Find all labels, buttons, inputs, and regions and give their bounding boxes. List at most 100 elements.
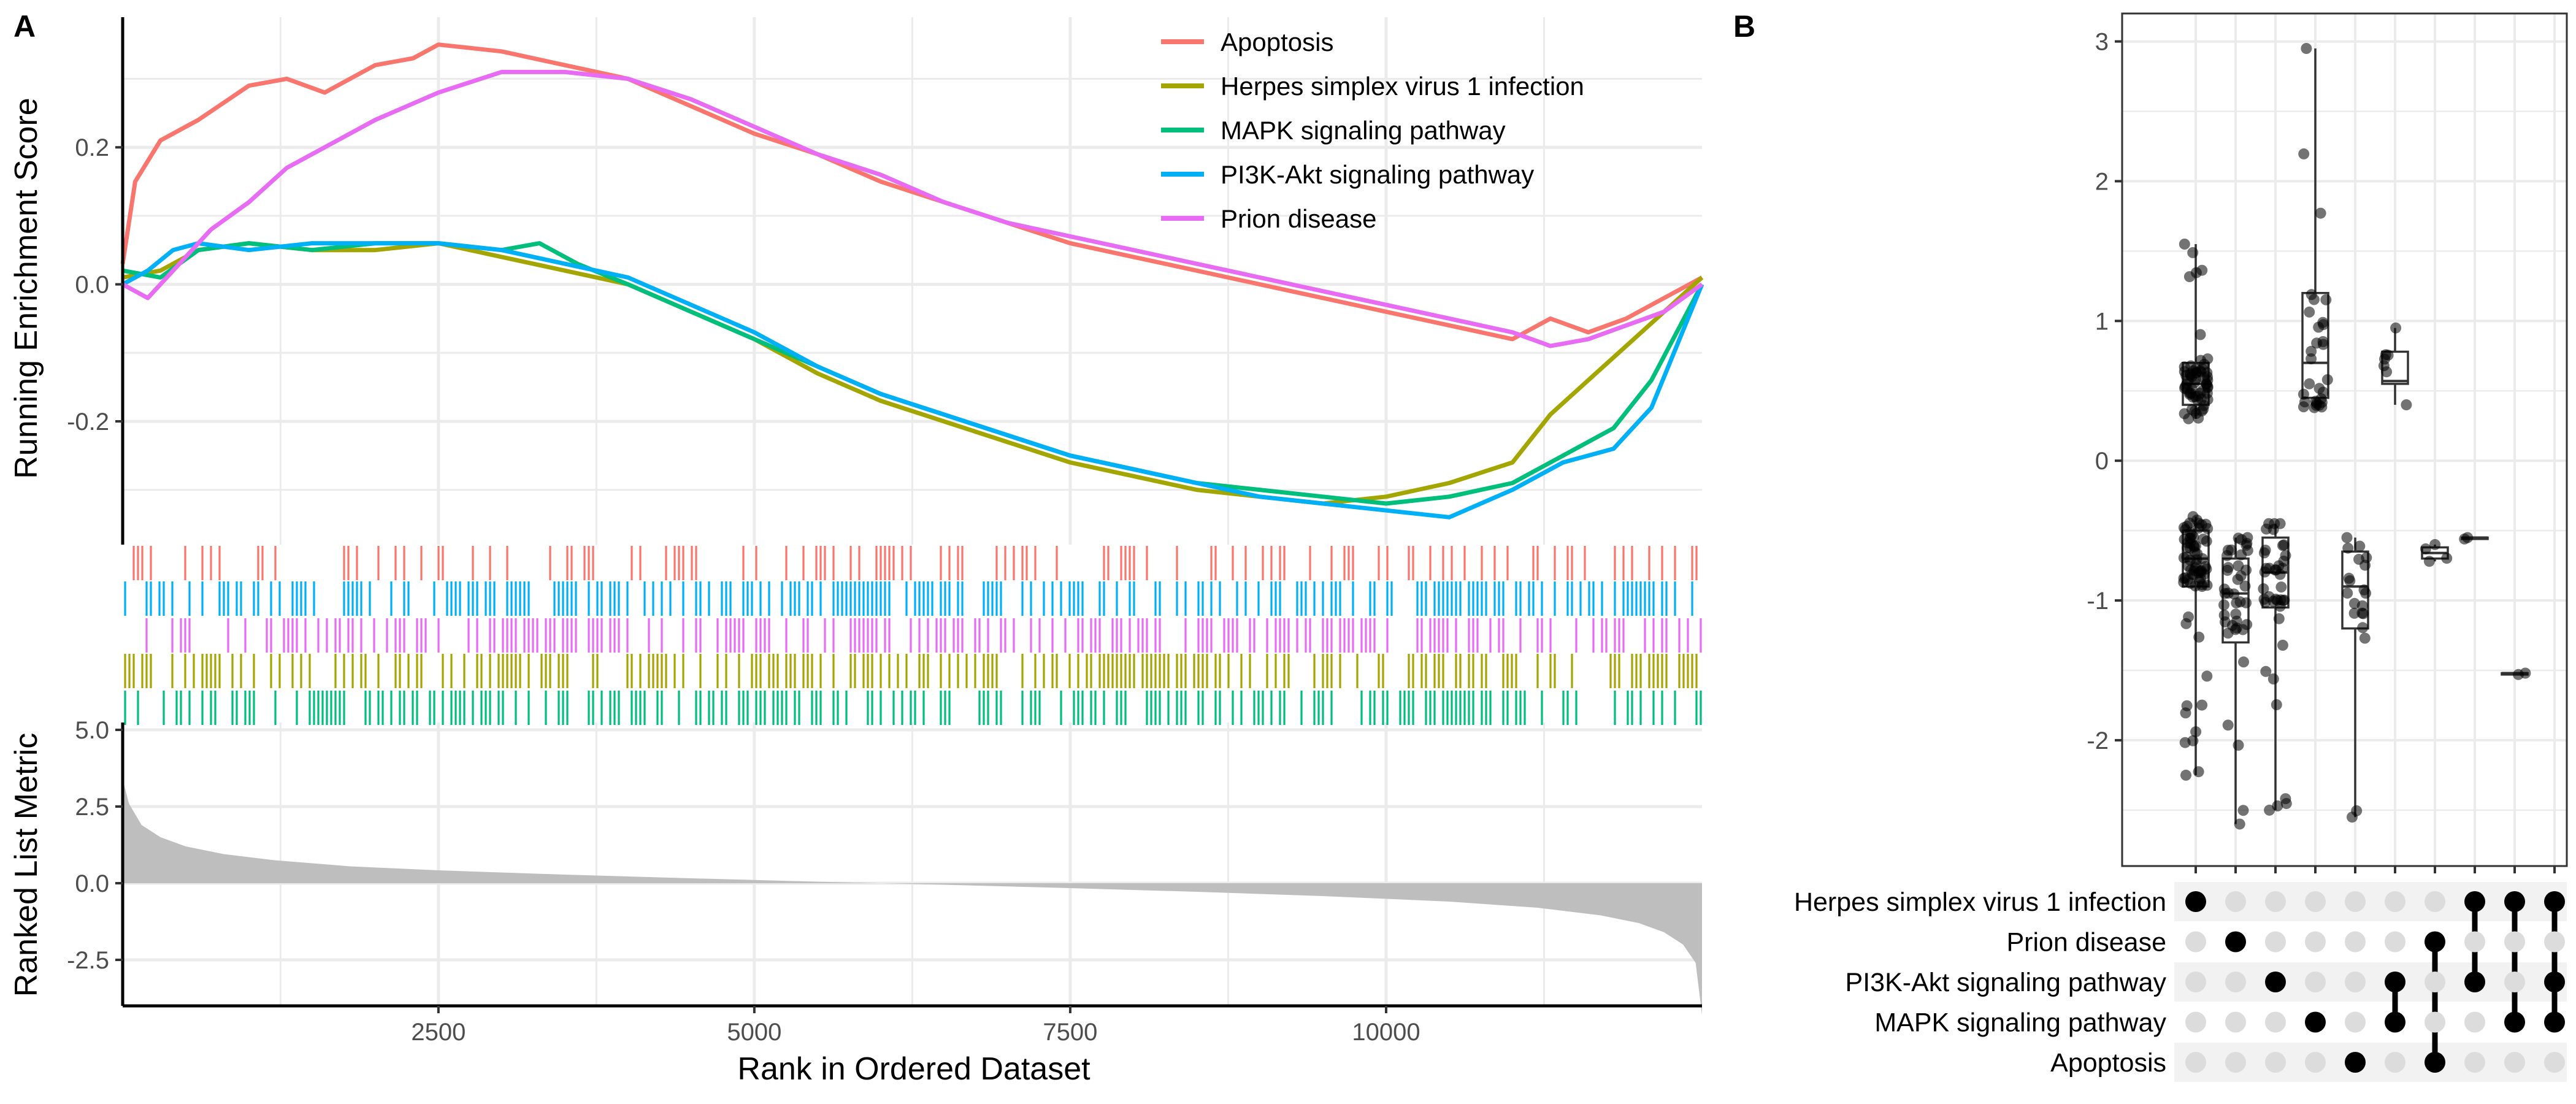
metric-y-tick-label: 0.0 xyxy=(75,870,109,897)
jitter-point xyxy=(2195,329,2206,340)
matrix-dot-inactive xyxy=(2464,1052,2485,1073)
jitter-point xyxy=(2193,766,2204,778)
jitter-point xyxy=(2429,539,2441,550)
matrix-dot-inactive xyxy=(2504,1052,2525,1073)
jitter-point xyxy=(2201,580,2213,591)
jitter-point xyxy=(2180,524,2191,535)
es-y-tick-label: -0.2 xyxy=(67,408,109,435)
jitter-point xyxy=(2298,148,2310,159)
jitter-point xyxy=(2193,412,2204,424)
matrix-row-label: MAPK signaling pathway xyxy=(1874,1008,2166,1038)
matrix-dot-inactive xyxy=(2185,972,2206,992)
jitter-point xyxy=(2222,545,2234,556)
boxplot xyxy=(2179,239,2214,424)
jitter-point xyxy=(2218,599,2229,611)
metric-area-fill xyxy=(123,779,1702,1015)
jitter-point xyxy=(2317,386,2329,398)
jitter-point xyxy=(2222,719,2234,731)
matrix-dot-inactive xyxy=(2305,972,2326,992)
jitter-point xyxy=(2241,619,2253,631)
b-y-tick-label: 1 xyxy=(2095,308,2109,335)
rug-row xyxy=(124,581,1693,616)
jitter-point xyxy=(2231,597,2242,609)
jitter-point xyxy=(2277,595,2289,607)
matrix-row-label: Prion disease xyxy=(2006,928,2166,957)
matrix-dot-active xyxy=(2345,1052,2366,1073)
jitter-point xyxy=(2280,798,2292,810)
matrix-dot-inactive xyxy=(2265,891,2286,912)
jitter-point xyxy=(2357,622,2369,634)
jitter-point xyxy=(2241,597,2252,608)
jitter-point xyxy=(2441,553,2453,564)
jitter-point xyxy=(2317,339,2329,350)
es-y-tick-label: 0.2 xyxy=(75,134,109,161)
boxplot xyxy=(2178,511,2214,781)
jitter-point xyxy=(2342,542,2354,554)
x-tick-label: 10000 xyxy=(1352,1019,1420,1046)
matrix-dot-inactive xyxy=(2504,931,2525,953)
legend-label: Apoptosis xyxy=(1221,28,1333,56)
jitter-point xyxy=(2190,374,2202,385)
jitter-point xyxy=(2277,562,2288,574)
rug-ticks xyxy=(132,546,1698,580)
jitter-point xyxy=(2179,239,2190,250)
metric-y-tick-label: 5.0 xyxy=(75,717,109,744)
matrix-dot-active xyxy=(2265,972,2286,992)
jitter-point xyxy=(2361,552,2372,564)
jitter-point xyxy=(2198,534,2209,545)
matrix-dot-inactive xyxy=(2544,1052,2565,1073)
matrix-dot-inactive xyxy=(2345,891,2366,912)
jitter-point xyxy=(2186,404,2198,415)
jitter-point xyxy=(2190,726,2202,738)
jitter-point xyxy=(2220,616,2231,627)
matrix-dot-inactive xyxy=(2345,931,2366,953)
es-series-lines xyxy=(120,42,1704,519)
jitter-point xyxy=(2321,374,2333,386)
boxplot xyxy=(2341,532,2372,823)
metric-y-tick-label: -2.5 xyxy=(67,947,109,974)
jitter-point xyxy=(2180,769,2191,781)
jitter-point xyxy=(2401,399,2412,410)
matrix-dot-inactive xyxy=(2305,891,2326,912)
jitter-point xyxy=(2190,267,2202,278)
b-y-tick-label: 2 xyxy=(2095,168,2109,195)
rug-row xyxy=(145,618,1702,653)
jitter-point xyxy=(2271,699,2282,710)
metric-y-tick-label: 2.5 xyxy=(75,794,109,821)
jitter-point xyxy=(2241,540,2252,551)
panel-label-b: B xyxy=(1733,9,1755,44)
es-series-line xyxy=(120,42,1703,342)
jitter-point xyxy=(2354,540,2366,552)
jitter-point xyxy=(2423,556,2435,567)
matrix-dot-active xyxy=(2425,1052,2445,1073)
matrix-dot-inactive xyxy=(2225,972,2246,992)
matrix-dot-inactive xyxy=(2265,1011,2286,1033)
matrix-dot-inactive xyxy=(2464,1011,2485,1033)
jitter-point xyxy=(2188,540,2199,551)
jitter-point xyxy=(2201,367,2213,378)
x-tick-label: 5000 xyxy=(727,1019,781,1046)
rug-row xyxy=(124,654,1698,688)
upset-matrix: Herpes simplex virus 1 infection Prion di… xyxy=(1794,882,2567,1082)
jitter-point xyxy=(2358,584,2370,596)
jitter-point xyxy=(2186,383,2198,395)
matrix-dot-inactive xyxy=(2185,1052,2206,1073)
matrix-dot-inactive xyxy=(2305,931,2326,953)
matrix-dot-active xyxy=(2425,931,2445,953)
matrix-dot-inactive xyxy=(2385,931,2405,953)
es-y-tick-label: 0.0 xyxy=(75,272,109,299)
matrix-dot-inactive xyxy=(2265,1052,2286,1073)
matrix-dot-inactive xyxy=(2464,931,2485,953)
jitter-point xyxy=(2258,547,2270,559)
jitter-point xyxy=(2315,207,2326,219)
es-series-line xyxy=(122,241,1704,506)
jitter-point xyxy=(2229,624,2241,635)
matrix-dot-inactive xyxy=(2385,891,2405,912)
jitter-point xyxy=(2193,631,2205,643)
jitter-point xyxy=(2420,543,2431,554)
matrix-dot-inactive xyxy=(2425,891,2445,912)
jitter-point xyxy=(2304,378,2315,389)
jitter-point xyxy=(2190,558,2202,569)
jitter-point xyxy=(2179,366,2190,377)
matrix-dot-inactive xyxy=(2225,891,2246,912)
